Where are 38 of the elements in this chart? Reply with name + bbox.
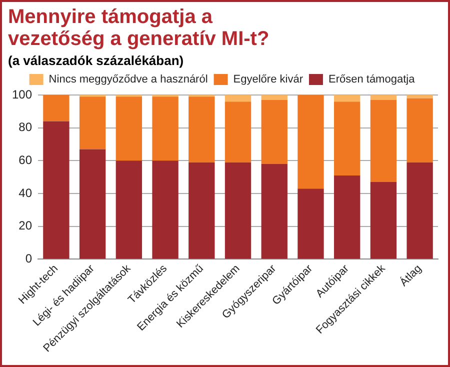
bar bbox=[261, 100, 288, 164]
bar bbox=[406, 95, 433, 98]
bar bbox=[298, 95, 324, 189]
bar bbox=[116, 96, 142, 161]
bar bbox=[116, 160, 142, 259]
legend-label: Nincs meggyőződve a hasznáról bbox=[48, 74, 208, 86]
bar bbox=[370, 182, 397, 259]
bar bbox=[224, 95, 252, 102]
bar bbox=[224, 102, 252, 162]
bar bbox=[334, 102, 360, 176]
chart-title: Mennyire támogatja a vezetőség a generatív MI-t? bbox=[8, 6, 270, 50]
bar bbox=[370, 100, 397, 182]
bar bbox=[79, 149, 106, 259]
y-tick-label: 20 bbox=[18, 218, 32, 233]
y-tick-label: 40 bbox=[18, 186, 32, 200]
bar bbox=[298, 188, 324, 259]
bar bbox=[370, 95, 397, 100]
bar bbox=[152, 96, 178, 161]
bar bbox=[261, 95, 288, 100]
bar bbox=[406, 98, 433, 162]
bar bbox=[261, 164, 288, 259]
bar bbox=[334, 95, 360, 102]
bar bbox=[43, 95, 70, 122]
y-tick-label: 60 bbox=[18, 153, 32, 167]
bar bbox=[406, 162, 433, 259]
bar bbox=[188, 162, 215, 259]
bar bbox=[79, 96, 106, 150]
bar bbox=[334, 175, 360, 259]
bar bbox=[152, 160, 178, 259]
legend-label: Egyelőre kivár bbox=[233, 74, 304, 86]
bar bbox=[188, 96, 215, 162]
y-tick-label: 80 bbox=[18, 120, 32, 134]
bar bbox=[43, 121, 70, 259]
y-tick-label: 0 bbox=[25, 252, 32, 266]
bar bbox=[224, 162, 252, 259]
y-tick-label: 100 bbox=[12, 87, 32, 102]
chart-subtitle: (a válaszadók százalékában) bbox=[8, 53, 185, 68]
legend-label: Erősen támogatja bbox=[328, 74, 416, 86]
